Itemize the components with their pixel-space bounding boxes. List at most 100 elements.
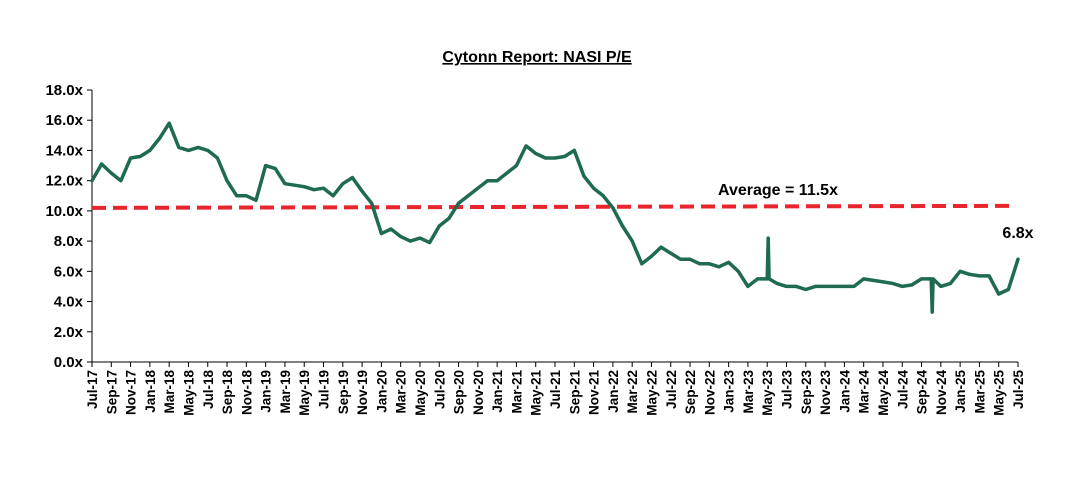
x-tick-label: Nov-17 xyxy=(124,370,139,415)
y-tick-label: 10.0x xyxy=(45,203,83,220)
x-tick-label: Mar-21 xyxy=(509,370,524,414)
x-tick-label: Mar-22 xyxy=(625,370,640,414)
x-tick-label: Sep-21 xyxy=(567,370,582,415)
data-point xyxy=(543,156,547,160)
last-value-label: 6.8x xyxy=(1002,225,1033,242)
data-point xyxy=(871,278,875,282)
x-tick-label: Jul-19 xyxy=(317,370,332,409)
data-point xyxy=(920,277,924,281)
x-tick-label: Jul-18 xyxy=(201,370,216,410)
x-tick-label: Nov-18 xyxy=(239,370,254,416)
data-point xyxy=(244,194,248,198)
data-point xyxy=(283,182,287,186)
data-point xyxy=(264,164,268,168)
x-tick-label: Sep-19 xyxy=(336,370,351,414)
data-point xyxy=(235,194,239,198)
x-tick-label: Jul-23 xyxy=(780,370,795,410)
x-tick-label: Nov-23 xyxy=(818,370,833,416)
data-point xyxy=(900,284,904,288)
data-point xyxy=(196,145,200,149)
data-point xyxy=(707,262,711,266)
data-point xyxy=(678,257,682,261)
data-point xyxy=(370,201,374,205)
data-point xyxy=(206,148,210,152)
data-point xyxy=(254,198,258,202)
y-tick-label: 8.0x xyxy=(54,233,84,250)
data-point xyxy=(476,186,480,190)
data-point xyxy=(611,206,615,210)
data-point xyxy=(756,277,760,281)
data-point xyxy=(138,154,142,158)
data-point xyxy=(177,145,181,149)
data-point xyxy=(457,201,461,205)
x-tick-label: Mar-20 xyxy=(394,370,409,414)
x-tick-label: May-23 xyxy=(760,370,775,416)
data-point xyxy=(688,257,692,261)
data-point xyxy=(389,227,393,231)
data-point xyxy=(717,265,721,269)
x-tick-label: Jan-24 xyxy=(837,370,852,413)
x-tick-label: Jan-22 xyxy=(606,370,621,413)
x-tick-label: May-22 xyxy=(644,370,659,416)
y-tick-label: 0.0x xyxy=(54,354,84,371)
x-tick-label: Sep-22 xyxy=(683,370,698,414)
x-tick-label: Nov-22 xyxy=(702,370,717,415)
x-tick-label: Jul-22 xyxy=(664,370,679,409)
y-tick-label: 2.0x xyxy=(54,324,84,341)
x-tick-label: Sep-18 xyxy=(220,370,235,415)
y-tick-label: 4.0x xyxy=(54,294,84,311)
data-point xyxy=(572,148,576,152)
x-tick-label: Jan-25 xyxy=(953,370,968,413)
data-point xyxy=(514,164,518,168)
data-point xyxy=(90,179,94,183)
x-tick-label: Nov-20 xyxy=(471,370,486,415)
data-point xyxy=(785,284,788,288)
data-point xyxy=(736,269,740,273)
data-point xyxy=(167,121,171,125)
data-point xyxy=(698,262,702,266)
x-tick-label: Sep-24 xyxy=(915,370,930,415)
data-point xyxy=(1006,287,1010,291)
chart-title: Cytonn Report: NASI P/E xyxy=(442,49,632,66)
data-point xyxy=(669,251,673,255)
data-point xyxy=(582,174,586,178)
x-tick-label: May-21 xyxy=(529,370,544,416)
x-tick-label: Jul-24 xyxy=(895,370,910,410)
data-point xyxy=(649,254,653,258)
data-point xyxy=(601,194,605,198)
x-tick-label: May-19 xyxy=(297,370,312,416)
data-point xyxy=(823,284,827,288)
data-point xyxy=(186,148,190,152)
chart-axes xyxy=(91,90,1018,363)
data-point xyxy=(977,274,981,278)
data-point xyxy=(399,235,403,239)
x-tick-label: Mar-24 xyxy=(857,370,872,414)
x-tick-label: Jul-17 xyxy=(85,370,100,409)
x-tick-label: Mar-19 xyxy=(278,370,293,414)
data-point xyxy=(746,284,750,288)
data-point xyxy=(804,287,808,291)
x-tick-label: Mar-23 xyxy=(741,370,756,414)
data-point xyxy=(360,189,364,193)
data-point xyxy=(109,171,113,175)
data-point xyxy=(727,260,731,264)
data-point xyxy=(322,186,325,190)
data-point xyxy=(341,182,345,186)
x-tick-label: May-18 xyxy=(181,370,196,416)
data-point xyxy=(852,284,856,288)
x-tick-label: Mar-18 xyxy=(162,370,177,414)
x-tick-label: Nov-24 xyxy=(934,370,949,416)
data-point xyxy=(437,224,441,228)
x-tick-label: Jul-25 xyxy=(1011,370,1026,410)
data-point xyxy=(553,156,557,160)
data-point xyxy=(563,154,567,158)
data-point xyxy=(119,179,123,183)
data-point xyxy=(466,194,470,198)
average-line xyxy=(91,203,1011,210)
data-point xyxy=(100,162,104,166)
data-point xyxy=(293,183,297,187)
x-tick-label: Jan-21 xyxy=(490,370,505,413)
x-tick-label: Jul-21 xyxy=(548,370,563,410)
data-point xyxy=(129,156,133,160)
